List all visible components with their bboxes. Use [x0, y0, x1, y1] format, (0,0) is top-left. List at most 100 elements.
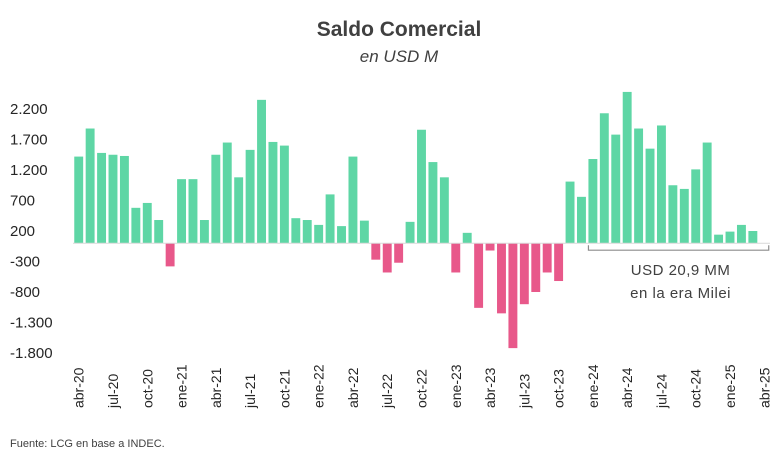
bar-dic-24: [714, 234, 724, 244]
bar-jun-22: [371, 243, 381, 260]
bar-mar-23: [474, 243, 484, 308]
bar-sep-23: [542, 243, 552, 273]
bar-dic-23: [577, 196, 586, 244]
x-tick-label: oct-22: [414, 369, 430, 408]
bar-jul-22: [382, 243, 392, 273]
bar-ene-21: [177, 179, 186, 244]
bar-jul-20: [108, 154, 118, 244]
annotation: USD 20,9 MM en la era Milei: [587, 245, 770, 302]
x-tick-label: abr-25: [756, 367, 772, 408]
bar-nov-22: [428, 162, 438, 244]
bar-jul-24: [656, 125, 666, 244]
bar-sep-21: [268, 141, 278, 244]
y-tick-label: -1.800: [10, 345, 53, 362]
x-tick-label: abr-24: [619, 367, 635, 408]
x-tick-label: ene-21: [174, 364, 190, 408]
annotation-line-1: USD 20,9 MM: [631, 262, 731, 279]
y-tick-label: 1.200: [10, 162, 48, 179]
y-tick-label: 700: [10, 193, 35, 210]
x-tick-label: jul-21: [242, 374, 258, 409]
x-axis: abr-20 jul-20 oct-20 ene-21 abr-21 jul-21 oct-…: [71, 364, 773, 409]
bar-nov-20: [154, 220, 164, 244]
bar-jul-23: [519, 243, 529, 305]
y-tick-label: -800: [10, 284, 40, 301]
bar-feb-22: [325, 194, 335, 244]
y-tick-label: -1.300: [10, 315, 53, 332]
chart-title: Saldo Comercial: [317, 18, 482, 41]
x-tick-label: ene-24: [585, 364, 601, 408]
x-tick-label: jul-23: [516, 374, 532, 409]
bar-sep-22: [405, 221, 415, 244]
y-tick-label: -300: [10, 254, 40, 271]
bar-may-22: [359, 220, 369, 244]
bar-oct-22: [417, 129, 426, 244]
x-tick-label: jul-22: [379, 374, 395, 409]
bar-oct-24: [691, 169, 701, 244]
x-tick-label: oct-20: [139, 369, 155, 408]
bar-jun-20: [97, 152, 107, 244]
bar-oct-20: [142, 202, 152, 244]
bar-dic-21: [302, 220, 312, 244]
bar-ene-23: [451, 243, 461, 273]
bar-ago-21: [257, 99, 266, 244]
bar-nov-21: [291, 218, 301, 244]
x-tick-label: abr-23: [482, 367, 498, 408]
annotation-line-2: en la era Milei: [630, 285, 731, 302]
bar-abr-21: [211, 154, 221, 244]
x-tick-label: ene-23: [448, 364, 464, 408]
x-tick-label: abr-20: [71, 367, 87, 408]
bar-nov-24: [702, 142, 712, 244]
y-tick-label: 200: [10, 223, 35, 240]
bar-ene-24: [588, 159, 598, 244]
bar-feb-25: [736, 224, 746, 244]
bar-dic-20: [165, 243, 175, 267]
bar-abr-20: [74, 156, 84, 244]
bar-ago-20: [119, 155, 129, 244]
bar-mar-25: [748, 231, 758, 244]
y-tick-label: 1.700: [10, 132, 48, 149]
bar-ago-24: [668, 185, 678, 244]
source-note: Fuente: LCG en base a INDEC.: [10, 438, 165, 450]
bar-abr-22: [348, 156, 358, 244]
y-axis: 2.200 1.700 1.200 700 200 -300 -800 -1.300 -1.80…: [10, 101, 53, 362]
bar-abr-24: [622, 91, 632, 244]
bar-jun-24: [645, 148, 655, 244]
bar-sep-24: [679, 188, 689, 244]
bar-mar-21: [199, 220, 209, 244]
bar-oct-21: [279, 145, 289, 244]
bar-abr-23: [485, 243, 495, 251]
x-tick-label: oct-24: [688, 369, 704, 408]
bar-jul-21: [245, 149, 255, 244]
bar-ago-22: [394, 243, 404, 263]
x-tick-label: jul-24: [653, 374, 669, 409]
x-tick-label: ene-22: [311, 364, 327, 408]
bar-dic-22: [439, 177, 449, 244]
x-tick-label: jul-20: [105, 374, 121, 409]
bar-may-21: [222, 142, 232, 244]
bar-may-20: [85, 128, 95, 244]
x-tick-label: abr-21: [208, 367, 224, 408]
x-tick-label: abr-22: [345, 367, 361, 408]
bar-mar-24: [611, 134, 621, 244]
bar-feb-23: [462, 232, 472, 244]
bar-jun-21: [234, 177, 244, 244]
bar-nov-23: [565, 181, 575, 244]
bar-feb-24: [599, 113, 609, 244]
x-tick-label: oct-21: [276, 369, 292, 408]
bar-may-24: [634, 128, 644, 244]
chart-subtitle: en USD M: [360, 47, 439, 66]
x-tick-label: ene-25: [722, 364, 738, 408]
bar-oct-23: [554, 243, 564, 282]
y-tick-label: 2.200: [10, 101, 48, 118]
x-tick-label: oct-23: [551, 369, 567, 408]
bar-jun-23: [508, 243, 518, 349]
annotation-bracket: [587, 245, 770, 251]
bar-may-23: [497, 243, 506, 314]
bars: [74, 91, 758, 349]
bar-sep-20: [131, 207, 141, 244]
bar-ene-25: [725, 231, 735, 244]
bar-ago-23: [531, 243, 541, 292]
bar-ene-22: [314, 224, 324, 244]
bar-mar-22: [337, 226, 346, 244]
